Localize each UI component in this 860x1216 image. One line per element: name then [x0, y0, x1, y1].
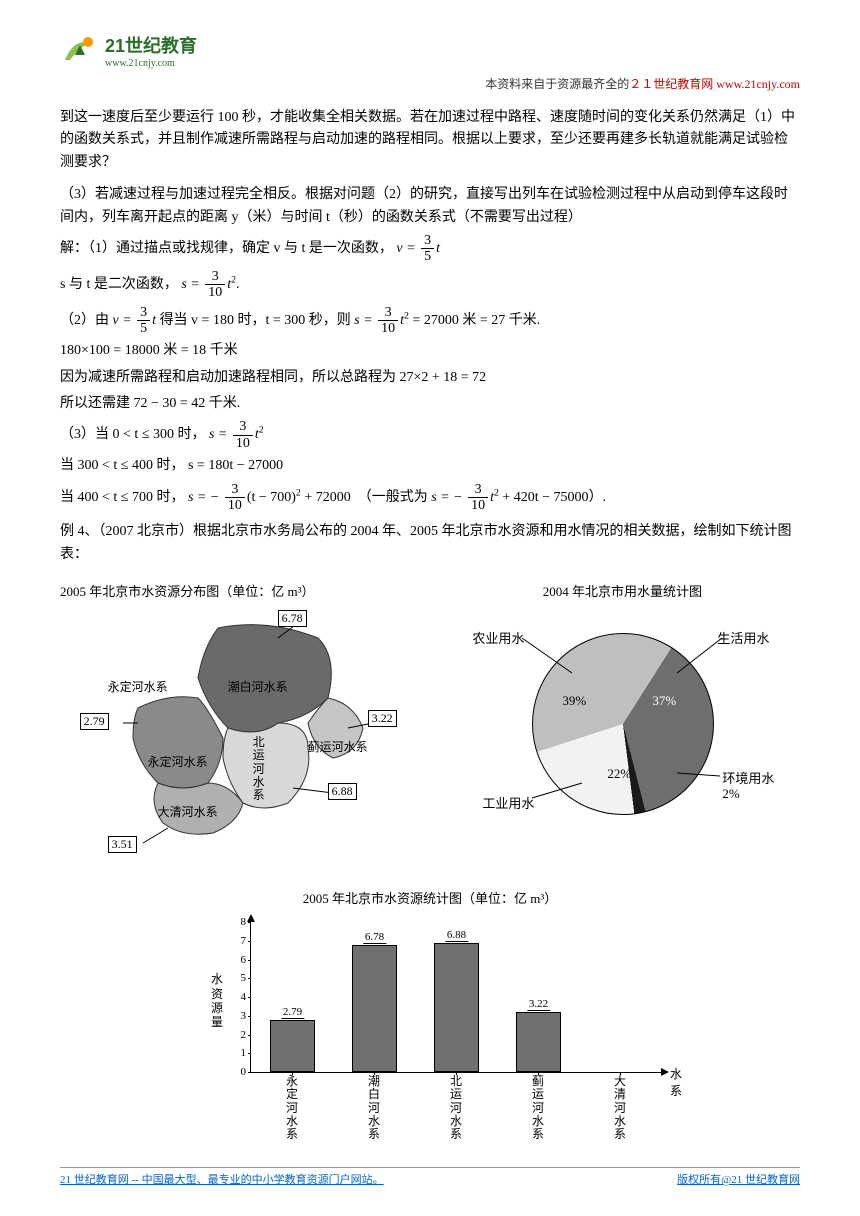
page-footer: 21 世纪教育网 -- 中国最大型、最专业的中小学教育资源门户网站。 版权所有@…: [60, 1167, 800, 1187]
solution-2: s 与 t 是二次函数， s = 310t2.: [60, 269, 800, 301]
site-logo: 21世纪教育 www.21cnjy.com: [60, 30, 800, 70]
solution-1: 解：（1）通过描点或找规律，确定 v 与 t 是一次函数， v = 35t: [60, 233, 800, 265]
example-4: 例 4、（2007 北京市）根据北京市水务局公布的 2004 年、2005 年北…: [60, 521, 800, 566]
solution-6: 所以还需建 72 − 30 = 42 千米.: [60, 393, 800, 415]
solution-3: （2）由 v = 35t 得当 v = 180 时，t = 300 秒，则 s …: [60, 305, 800, 337]
bar-xlabel: 水系: [670, 1065, 690, 1099]
paragraph-q2: 到这一速度后至少要运行 100 秒，才能收集全相关数据。若在加速过程中路程、速度…: [60, 107, 800, 174]
solution-8: 当 300 < t ≤ 400 时， s = 180t − 27000: [60, 455, 800, 477]
footer-left: 21 世纪教育网 -- 中国最大型、最专业的中小学教育资源门户网站。: [60, 1171, 384, 1187]
bar-chart-title: 2005 年北京市水资源统计图（单位：亿 m³）: [60, 888, 800, 907]
water-resource-bar-chart: 水资源量 水系 0123456782.79永定河水系6.78潮白河水系6.88北…: [170, 917, 690, 1137]
pie-chart-title: 2004 年北京市用水量统计图: [445, 581, 800, 600]
beijing-water-map: 6.78 2.79 3.22 6.88 3.51 永定河水系 潮白河水系 北运河…: [68, 608, 408, 868]
logo-url: www.21cnjy.com: [105, 58, 197, 69]
solution-7: （3）当 0 < t ≤ 300 时， s = 310t2: [60, 419, 800, 451]
map-chart-title: 2005 年北京市水资源分布图（单位：亿 m³）: [60, 581, 415, 600]
logo-text: 21世纪教育: [105, 32, 197, 58]
source-attribution: 本资料来自于资源最齐全的２１世纪教育网 www.21cnjy.com: [60, 75, 800, 92]
solution-4: 180×100 = 18000 米 = 18 千米: [60, 340, 800, 362]
water-usage-pie: 农业用水 生活用水 39% 37% 22% 工业用水 环境用水 2%: [462, 608, 782, 838]
paragraph-q3: （3）若减速过程与加速过程完全相反。根据对问题（2）的研究，直接写出列车在试验检…: [60, 184, 800, 229]
logo-icon: [60, 30, 100, 70]
solution-5: 因为减速所需路程和启动加速路程相同，所以总路程为 27×2 + 18 = 72: [60, 367, 800, 389]
footer-right: 版权所有@21 世纪教育网: [677, 1171, 800, 1187]
bar-ylabel: 水资源量: [210, 972, 224, 1030]
solution-9: 当 400 < t ≤ 700 时， s = − 310(t − 700)2 +…: [60, 482, 800, 514]
